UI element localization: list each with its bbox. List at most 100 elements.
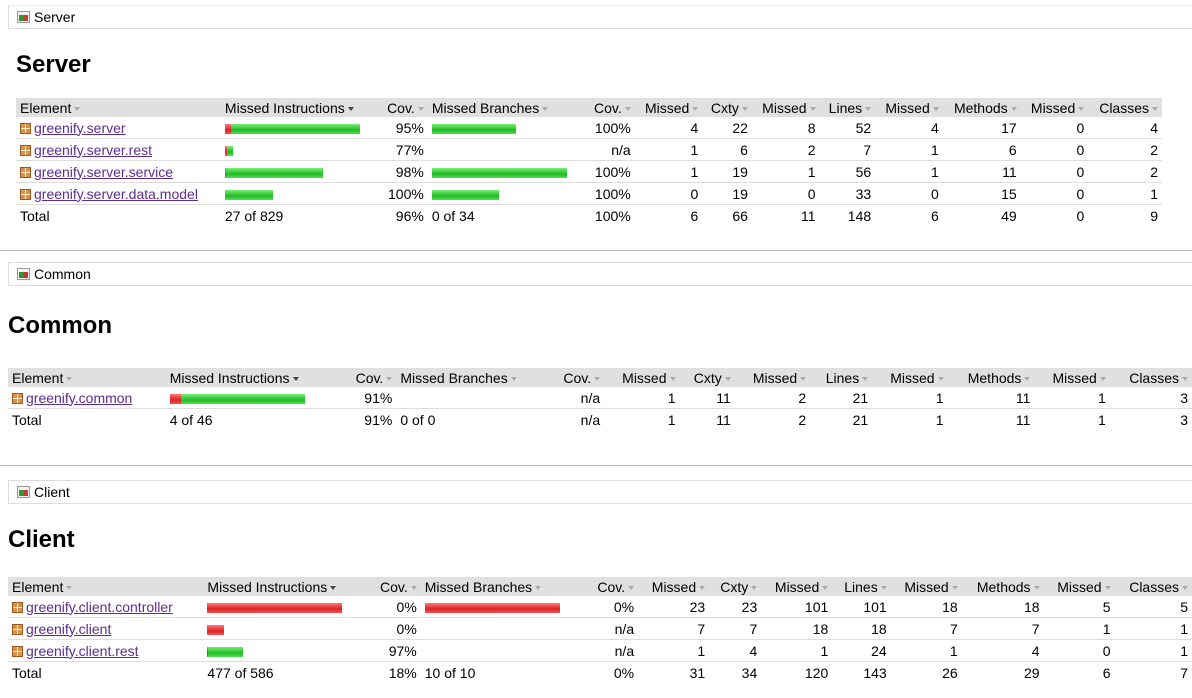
count-cell: 101 (832, 596, 891, 618)
package-link[interactable]: greenify.server.rest (34, 141, 153, 158)
header-text: Missed (774, 578, 820, 595)
bar-cell (427, 138, 586, 161)
sort-arrow (809, 106, 816, 111)
sort-arrow (862, 376, 869, 381)
missed-bar (224, 123, 232, 134)
count-cell: 0 (1020, 138, 1089, 161)
header-text: Missed (1052, 369, 1097, 386)
package-link[interactable]: greenify.common (26, 389, 133, 406)
package-link[interactable]: greenify.server.service (34, 163, 174, 180)
package-link[interactable]: greenify.client (26, 620, 112, 637)
sort-arrow (741, 106, 748, 111)
header-text: Methods (976, 578, 1031, 595)
column-header[interactable]: Cov. (549, 368, 605, 387)
total-cell: 34 (741, 664, 758, 681)
count-cell: 5 (1114, 596, 1192, 618)
column-header[interactable]: Missed (875, 98, 943, 117)
column-header[interactable]: Missed (1043, 577, 1115, 596)
column-header[interactable]: Methods (961, 577, 1044, 596)
count-cell: 1 (890, 639, 962, 662)
header-text: Cov. (597, 578, 626, 595)
column-header[interactable]: Missed (1020, 98, 1089, 117)
column-header[interactable]: Missed (1034, 368, 1110, 387)
column-header[interactable]: Missed (734, 368, 811, 387)
header-text: Missed (644, 99, 690, 116)
column-header[interactable]: Cxty (679, 368, 735, 387)
total-cell: 1 (935, 411, 944, 428)
column-header[interactable]: Element (8, 577, 204, 596)
column-header[interactable]: Missed (634, 98, 703, 117)
header-text: Missed Branches (431, 99, 540, 116)
column-header[interactable]: Element (16, 98, 221, 117)
count-cell: 4 (634, 117, 703, 139)
column-header[interactable]: Element (8, 368, 166, 387)
sort-arrow (1033, 585, 1040, 590)
package-link[interactable]: greenify.server.data.model (34, 185, 198, 202)
section-title: Server (16, 51, 91, 78)
package-link[interactable]: greenify.server (34, 119, 126, 136)
count-cell: 1 (638, 639, 710, 662)
count-cell: 11 (942, 160, 1021, 183)
count-cell: 18 (890, 596, 962, 618)
column-header[interactable]: Cxty (709, 577, 762, 596)
column-header[interactable]: Missed Branches (396, 368, 550, 387)
sort-arrow (417, 106, 424, 111)
count-cell: 11 (947, 387, 1035, 409)
covered-bar (231, 123, 360, 134)
total-cell: 148 (847, 207, 872, 224)
sort-arrow (510, 376, 517, 381)
column-header[interactable]: Missed (872, 368, 948, 387)
sort-arrow (624, 106, 631, 111)
sort-arrow (669, 376, 676, 381)
header-text: Cov. (563, 369, 592, 386)
total-cell: 1 (667, 411, 676, 428)
column-header[interactable]: Cov. (585, 98, 635, 117)
breadcrumb: Server (8, 5, 1192, 29)
column-header[interactable]: Cxty (702, 98, 752, 117)
header-text: Cxty (720, 578, 749, 595)
column-header[interactable]: Missed (890, 577, 962, 596)
column-header[interactable]: Cov. (378, 98, 428, 117)
column-header[interactable]: Missed (751, 98, 820, 117)
package-link[interactable]: greenify.client.rest (26, 642, 139, 659)
column-header[interactable]: Cov. (586, 577, 639, 596)
coverage-cell: 0% (368, 617, 421, 640)
column-header[interactable]: Methods (942, 98, 1021, 117)
column-header[interactable]: Methods (947, 368, 1035, 387)
total-cell: 49 (1001, 207, 1017, 224)
count-cell: n/a (586, 639, 639, 662)
column-header[interactable]: Missed Branches (427, 98, 586, 117)
column-header[interactable]: Missed (638, 577, 710, 596)
breadcrumb-text: Server (34, 9, 76, 25)
column-header[interactable]: Missed Branches (420, 577, 587, 596)
sort-arrow (1099, 376, 1106, 381)
covered-bar (208, 646, 244, 657)
header-text: Element (20, 99, 72, 116)
sort-arrow (932, 106, 939, 111)
column-header[interactable]: Classes (1114, 577, 1192, 596)
column-header[interactable]: Classes (1088, 98, 1162, 117)
breadcrumb-icon (17, 486, 30, 498)
column-header[interactable]: Missed Instructions (203, 577, 369, 596)
total-cell: 18% (388, 664, 417, 681)
separator (0, 250, 1192, 251)
column-header[interactable]: Cov. (341, 368, 397, 387)
header-text: Methods (953, 99, 1008, 116)
column-header[interactable]: Missed Instructions (165, 368, 342, 387)
package-link[interactable]: greenify.client.controller (26, 598, 173, 615)
column-header[interactable]: Cov. (368, 577, 421, 596)
column-header[interactable]: Lines (832, 577, 891, 596)
column-header[interactable]: Lines (810, 368, 873, 387)
header-row: Element Missed Instructions Cov. Missed Bra… (16, 98, 1162, 117)
total-cell: 0 of 0 (400, 411, 436, 428)
column-header[interactable]: Classes (1109, 368, 1192, 387)
column-header[interactable]: Missed (761, 577, 833, 596)
total-cell: 29 (1023, 664, 1040, 681)
section: Server Server Element Missed Instructions Co… (0, 5, 1192, 224)
column-header[interactable]: Lines (819, 98, 876, 117)
breadcrumb: Common (8, 262, 1192, 286)
column-header[interactable]: Missed Instructions (220, 98, 379, 117)
sort-arrow (74, 106, 81, 111)
column-header[interactable]: Missed (604, 368, 680, 387)
